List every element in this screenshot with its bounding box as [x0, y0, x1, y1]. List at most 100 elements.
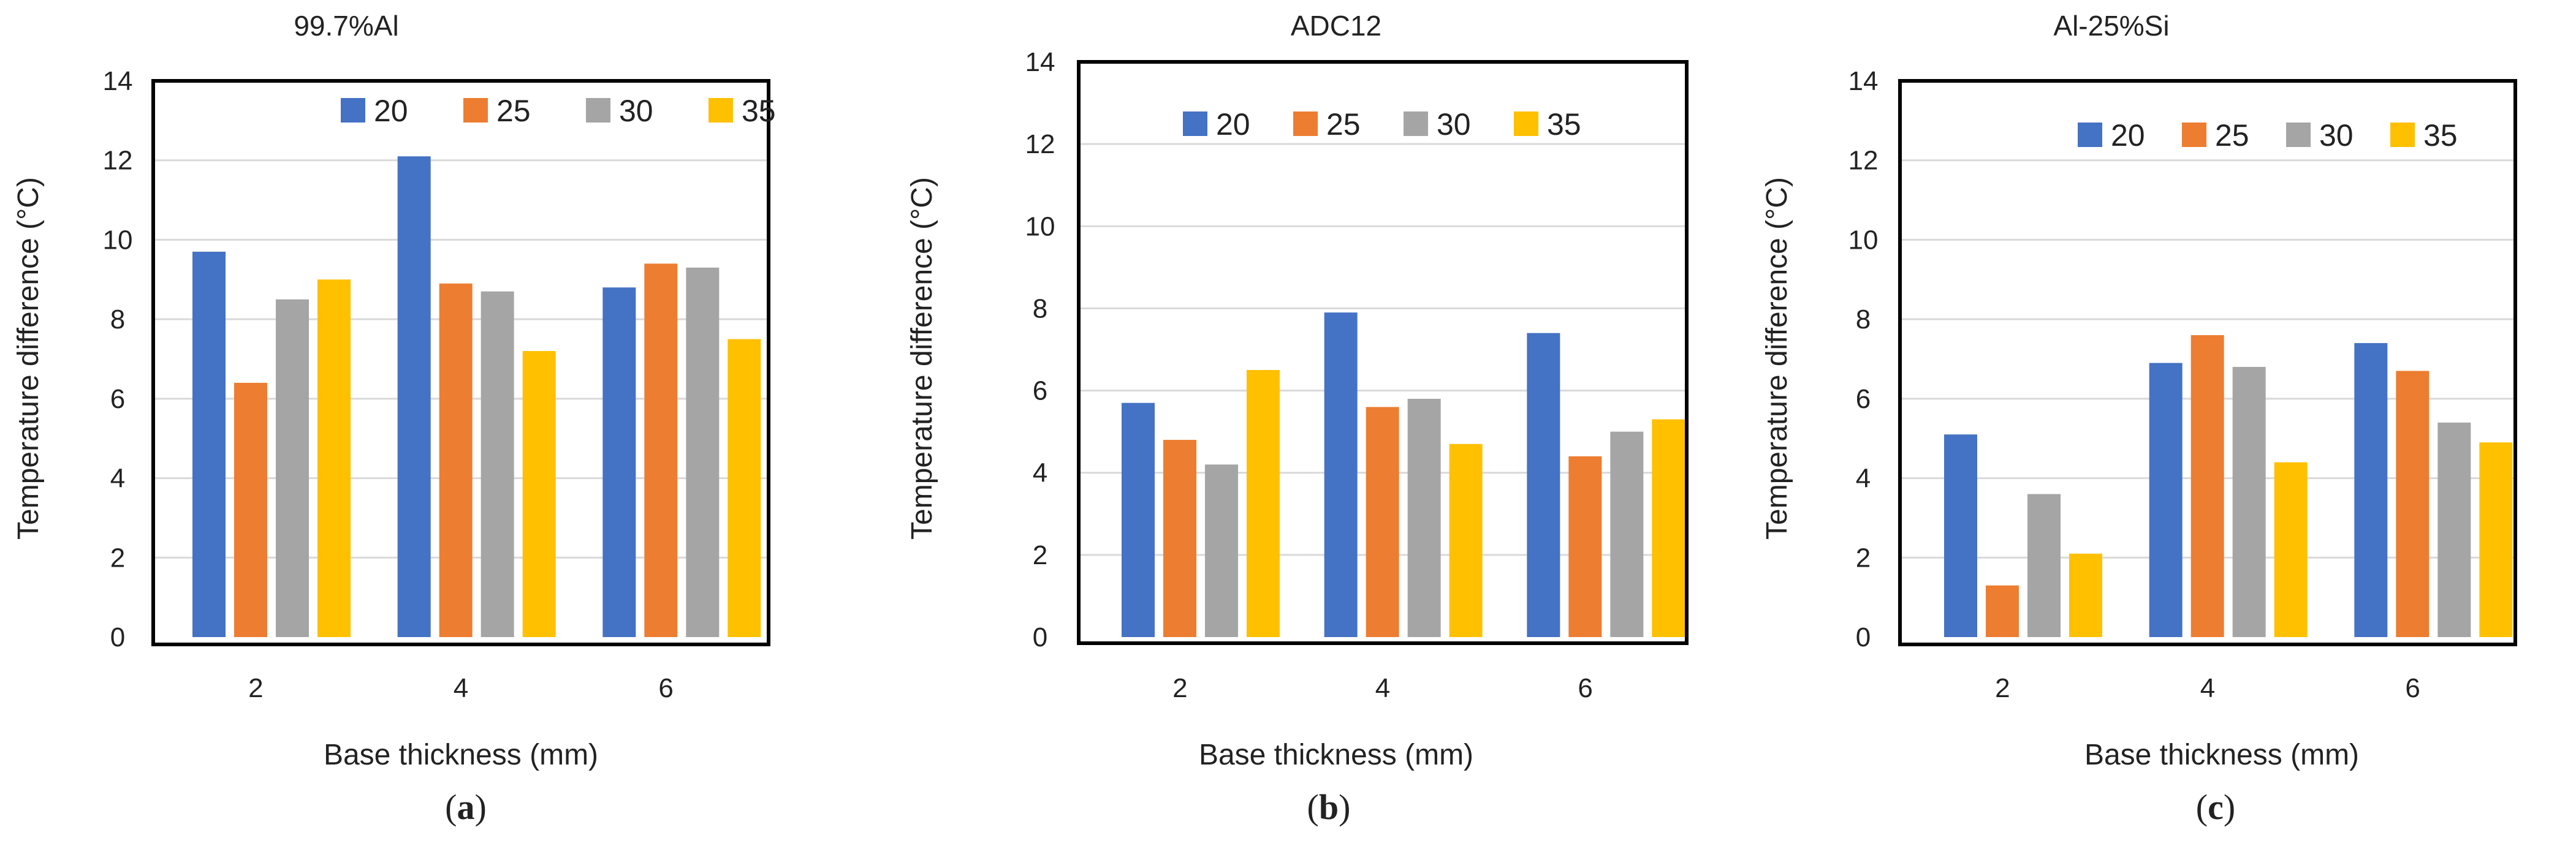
legend-swatch-a-25	[463, 98, 488, 123]
legend-label-b-35: 35	[1547, 107, 1581, 142]
chart-panel-a: 2 4 6 0 2 4 6 8 10 12 14 99.7%Al Temperature differe…	[12, 10, 776, 827]
bar-a-cat4-s30	[481, 291, 514, 637]
y-tick-label-c-6: 6	[1856, 384, 1871, 414]
y-tick-label-c-14: 14	[1848, 66, 1879, 96]
legend-swatch-a-30	[586, 98, 610, 123]
bar-c-cat6-s30	[2437, 422, 2471, 637]
bar-b-cat2-s35	[1247, 370, 1280, 637]
x-axis-label-c: Base thickness (mm)	[2084, 739, 2359, 771]
y-tick-label-c-12: 12	[1848, 146, 1879, 176]
legend-swatch-c-20	[2078, 123, 2102, 147]
y-tick-label-c-4: 4	[1856, 464, 1871, 494]
y-tick-label-b-2: 2	[1033, 540, 1047, 570]
y-tick-label-a-2: 2	[110, 543, 125, 573]
bar-b-cat6-s35	[1652, 419, 1685, 637]
bar-a-cat6-s30	[686, 267, 720, 637]
bar-a-cat6-s35	[728, 339, 761, 637]
legend-swatch-a-35	[709, 98, 733, 123]
legend-swatch-b-30	[1404, 111, 1428, 136]
legend-label-a-25: 25	[496, 94, 531, 128]
panel-label-a: (a)	[445, 787, 487, 827]
panel-label-letter-c: c	[2208, 787, 2224, 827]
bar-b-cat2-s25	[1163, 440, 1196, 637]
x-tick-label-a-4: 4	[454, 673, 468, 703]
legend-label-c-25: 25	[2215, 118, 2249, 153]
bar-a-cat4-s35	[522, 351, 556, 637]
bar-a-cat2-s30	[276, 299, 309, 637]
bar-a-cat6-s20	[602, 287, 636, 637]
y-tick-label-b-6: 6	[1033, 376, 1047, 406]
y-tick-label-c-0: 0	[1856, 622, 1871, 652]
chart-title-c: Al-25%Si	[2053, 10, 2169, 42]
legend-swatch-b-25	[1293, 111, 1318, 136]
chart-title-b: ADC12	[1291, 10, 1381, 42]
chart-panel-c: 2 4 6 0 2 4 6 8 10 12 14 Al-25%Si Temperature differ…	[1761, 10, 2517, 827]
bar-c-cat2-s35	[2069, 553, 2102, 637]
x-axis-label-a: Base thickness (mm)	[324, 739, 598, 771]
legend-label-a-35: 35	[742, 94, 776, 128]
legend-label-b-25: 25	[1326, 107, 1361, 142]
legend-label-c-35: 35	[2423, 118, 2458, 153]
y-tick-label-a-10: 10	[103, 225, 133, 255]
y-tick-label-b-8: 8	[1033, 293, 1047, 323]
legend-c: 20 25 30 35	[2078, 118, 2458, 153]
bar-b-cat6-s30	[1610, 431, 1644, 637]
chart-title-a: 99.7%Al	[294, 10, 398, 42]
legend-label-c-20: 20	[2111, 118, 2145, 153]
panel-label-close-c: )	[2224, 787, 2235, 827]
bar-a-cat2-s20	[192, 251, 226, 637]
legend-label-a-30: 30	[619, 94, 653, 128]
legend-swatch-b-35	[1514, 111, 1538, 136]
legend-a: 20 25 30 35	[341, 94, 776, 128]
panel-label-close-a: )	[475, 787, 487, 827]
x-tick-label-b-4: 4	[1375, 673, 1390, 703]
legend-swatch-c-25	[2182, 123, 2206, 147]
y-tick-label-a-4: 4	[110, 464, 125, 494]
x-tick-label-b-2: 2	[1172, 673, 1187, 703]
y-tick-label-a-12: 12	[103, 146, 133, 176]
panel-label-open-b: (	[1307, 787, 1319, 827]
bar-c-cat4-s20	[2149, 363, 2183, 637]
bar-b-cat4-s25	[1366, 407, 1399, 637]
legend-label-b-30: 30	[1437, 107, 1471, 142]
legend-swatch-c-35	[2390, 123, 2415, 147]
y-axis-label-b: Temperature difference (°C)	[906, 177, 938, 540]
plot-frame-c	[1898, 79, 2517, 646]
y-tick-label-b-10: 10	[1025, 211, 1055, 241]
bar-a-cat2-s35	[317, 279, 351, 637]
bar-a-cat4-s25	[439, 283, 473, 637]
bar-c-cat4-s25	[2190, 335, 2224, 637]
y-tick-label-a-0: 0	[110, 622, 125, 652]
y-tick-label-a-6: 6	[110, 384, 125, 414]
x-axis-label-b: Base thickness (mm)	[1199, 739, 1473, 771]
chart-panel-b: 2 4 6 0 2 4 6 8 10 12 14 ADC12 Temperature differenc…	[906, 10, 1689, 827]
x-tick-label-a-6: 6	[658, 673, 673, 703]
bar-b-cat2-s30	[1205, 464, 1238, 637]
y-tick-label-b-0: 0	[1033, 622, 1047, 652]
y-tick-label-a-8: 8	[110, 304, 125, 334]
panel-label-b: (b)	[1307, 787, 1351, 827]
legend-swatch-c-30	[2286, 123, 2311, 147]
x-tick-label-c-2: 2	[1995, 673, 2010, 703]
x-tick-label-a-2: 2	[248, 673, 263, 703]
legend-label-a-20: 20	[374, 94, 408, 128]
bar-c-cat6-s25	[2396, 371, 2430, 637]
bar-b-cat4-s35	[1449, 444, 1483, 637]
legend-swatch-a-20	[341, 98, 365, 123]
bar-b-cat4-s30	[1407, 398, 1441, 637]
bar-c-cat2-s30	[2027, 494, 2061, 637]
panel-label-c: (c)	[2196, 787, 2235, 827]
panel-label-letter-a: a	[457, 787, 475, 827]
y-tick-label-b-12: 12	[1025, 129, 1055, 159]
bar-c-cat4-s35	[2274, 462, 2308, 637]
y-tick-label-a-14: 14	[103, 66, 133, 96]
y-tick-label-b-4: 4	[1033, 458, 1047, 488]
y-tick-label-c-2: 2	[1856, 543, 1871, 573]
legend-label-b-20: 20	[1216, 107, 1250, 142]
legend-label-c-30: 30	[2319, 118, 2354, 153]
panel-label-close-b: )	[1339, 787, 1350, 827]
x-tick-label-c-6: 6	[2405, 673, 2420, 703]
bar-c-cat2-s25	[1986, 585, 2019, 637]
plot-frame-b	[1077, 60, 1689, 645]
